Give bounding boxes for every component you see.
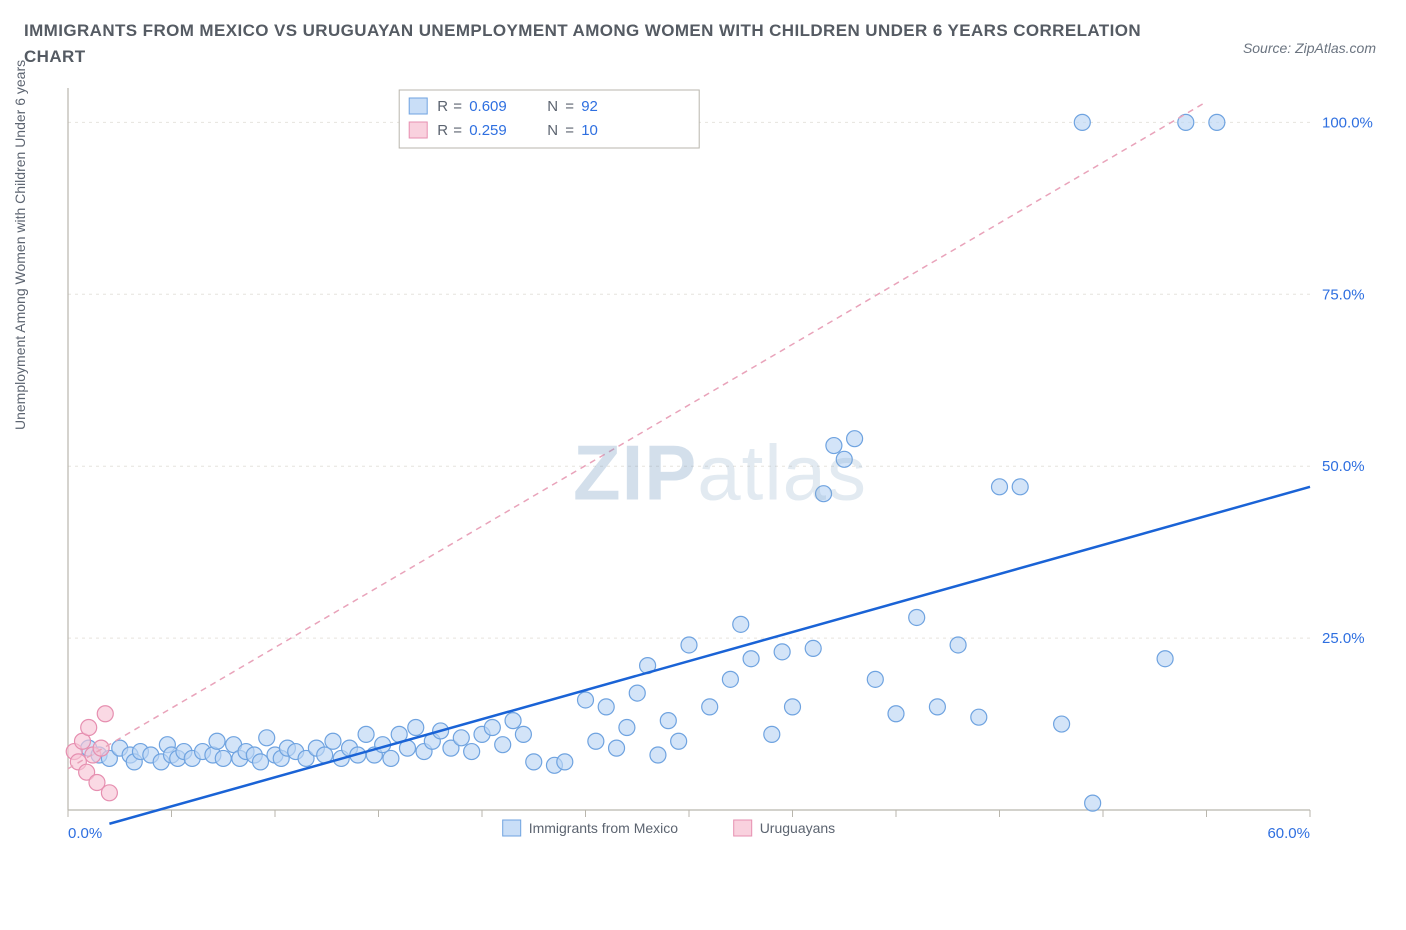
svg-text:R: R bbox=[437, 122, 448, 139]
svg-text:Immigrants from Mexico: Immigrants from Mexico bbox=[529, 820, 679, 836]
chart-area: ZIPatlas 0.0%60.0%25.0%50.0%75.0%100.0%R… bbox=[60, 78, 1380, 868]
svg-text:60.0%: 60.0% bbox=[1267, 825, 1310, 842]
svg-text:0.609: 0.609 bbox=[469, 98, 507, 115]
svg-text:=: = bbox=[453, 122, 462, 139]
svg-text:Uruguayans: Uruguayans bbox=[760, 820, 836, 836]
svg-text:=: = bbox=[565, 98, 574, 115]
svg-text:=: = bbox=[565, 122, 574, 139]
svg-text:50.0%: 50.0% bbox=[1322, 458, 1365, 475]
svg-text:N: N bbox=[547, 122, 558, 139]
svg-text:75.0%: 75.0% bbox=[1322, 286, 1365, 303]
svg-text:R: R bbox=[437, 98, 448, 115]
svg-text:N: N bbox=[547, 98, 558, 115]
svg-text:10: 10 bbox=[581, 122, 598, 139]
scatter-chart: 0.0% 60.0% 25.0% 50.0% 75.0% 100.0% R = 0.609 N = 9… bbox=[60, 78, 1380, 868]
svg-text:0.0%: 0.0% bbox=[68, 825, 102, 842]
svg-text:92: 92 bbox=[581, 98, 598, 115]
svg-text:100.0%: 100.0% bbox=[1322, 114, 1373, 131]
source-label: Source: ZipAtlas.com bbox=[1243, 40, 1376, 56]
svg-text:0.259: 0.259 bbox=[469, 122, 507, 139]
y-axis-label: Unemployment Among Women with Children U… bbox=[12, 60, 28, 430]
svg-text:=: = bbox=[453, 98, 462, 115]
chart-title: IMMIGRANTS FROM MEXICO VS URUGUAYAN UNEM… bbox=[24, 18, 1144, 69]
svg-text:25.0%: 25.0% bbox=[1322, 630, 1365, 647]
